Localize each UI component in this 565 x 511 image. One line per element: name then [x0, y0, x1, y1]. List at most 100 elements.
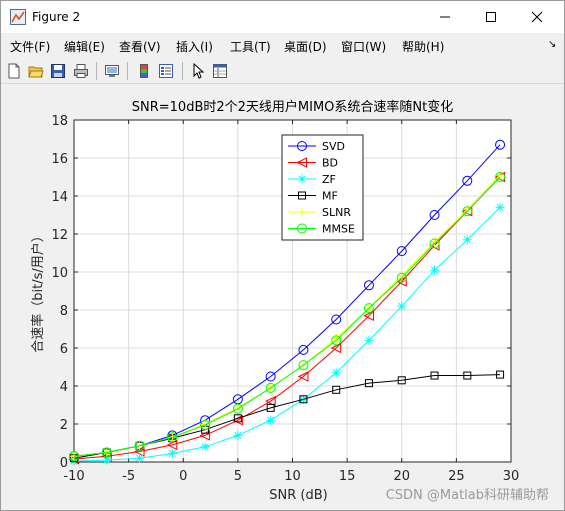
- legend-marker: [296, 157, 307, 168]
- data-point-mmse: [200, 419, 211, 430]
- legend-label: SLNR: [322, 206, 351, 219]
- data-point-svd: [363, 280, 374, 291]
- data-point-zf: [462, 235, 472, 245]
- data-point-svd: [331, 314, 342, 325]
- data-point-svd: [265, 371, 276, 382]
- minimize-icon: [440, 16, 450, 18]
- legend-label: MF: [322, 190, 338, 203]
- close-button[interactable]: [514, 1, 560, 33]
- menu-window[interactable]: 窗口(W): [341, 40, 387, 54]
- new-figure-button[interactable]: [4, 61, 24, 81]
- legend-marker: [297, 174, 307, 184]
- data-point-mf: [430, 371, 439, 380]
- x-tick-label: 30: [503, 469, 520, 484]
- data-point-svd: [396, 246, 407, 257]
- y-tick-label: 16: [51, 152, 68, 167]
- maximize-icon: [486, 12, 496, 22]
- insert-colorbar-button[interactable]: [134, 61, 154, 81]
- data-point-zf: [233, 430, 243, 440]
- y-tick-label: 14: [51, 190, 68, 205]
- menu-view[interactable]: 查看(V): [119, 40, 161, 54]
- legend-label: SVD: [322, 140, 345, 153]
- toolbar-separator: [127, 62, 128, 80]
- pointer-icon: [193, 63, 205, 79]
- link-plot-button[interactable]: [102, 61, 122, 81]
- legend-marker: [298, 191, 306, 200]
- y-tick-label: 2: [60, 418, 68, 433]
- data-point-mf: [266, 403, 275, 412]
- menu-tools[interactable]: 工具(T): [230, 40, 271, 54]
- save-button[interactable]: [48, 61, 68, 81]
- open-file-button[interactable]: [26, 61, 46, 81]
- legend-marker: [297, 207, 307, 217]
- y-tick-label: 10: [51, 266, 68, 281]
- x-tick-label: -10: [63, 469, 84, 484]
- chart[interactable]: -10 -5 0 5 10 15 20 25 30 0 2 4 6 8 10 12 14 16 18 SNR=10dB…: [1, 85, 564, 510]
- legend-label: ZF: [322, 173, 336, 186]
- data-point-mmse: [69, 451, 79, 462]
- data-point-svd: [298, 344, 309, 355]
- x-tick-label: 15: [339, 469, 356, 484]
- legend-box: [281, 134, 364, 241]
- watermark: CSDN @Matlab科研辅助帮: [386, 488, 549, 503]
- x-tick-label: 5: [234, 469, 242, 484]
- data-point-zf: [200, 442, 210, 452]
- data-point-zf: [167, 448, 177, 458]
- menu-edit[interactable]: 编辑(E): [64, 40, 105, 54]
- data-point-zf: [364, 335, 374, 345]
- data-point-mmse: [363, 303, 374, 314]
- data-point-mf: [332, 385, 341, 394]
- toolbar-separator: [182, 62, 183, 80]
- window-title: Figure 2: [32, 10, 81, 24]
- series-line-zf: [73, 207, 501, 462]
- data-point-mmse: [331, 335, 342, 346]
- x-tick-label: -5: [122, 469, 135, 484]
- data-point-svd: [495, 139, 506, 150]
- data-point-mf: [397, 376, 406, 385]
- property-inspector-button[interactable]: [210, 61, 230, 81]
- x-tick-label: 20: [393, 469, 410, 484]
- pointer-button[interactable]: [188, 61, 208, 81]
- data-point-mf: [299, 395, 308, 404]
- insert-colorbar-icon: [140, 64, 148, 78]
- data-point-zf: [102, 455, 112, 465]
- legend-marker: [297, 223, 307, 234]
- save-icon: [51, 64, 65, 78]
- insert-legend-button[interactable]: [156, 61, 176, 81]
- insert-legend-icon: [159, 64, 173, 78]
- minimize-button[interactable]: [422, 1, 468, 33]
- open-file-icon: [28, 66, 44, 78]
- menu-help[interactable]: 帮助(H): [402, 40, 445, 54]
- data-point-bd: [297, 371, 309, 382]
- data-point-mf: [233, 414, 242, 423]
- matlab-figure-icon: [10, 9, 26, 25]
- data-point-zf: [135, 453, 145, 463]
- title-bar[interactable]: Figure 2: [1, 1, 564, 33]
- figure-canvas[interactable]: -10 -5 0 5 10 15 20 25 30 0 2 4 6 8 10 12 14 16 18 SNR=10dB…: [1, 85, 564, 510]
- x-axis-label: SNR (dB): [269, 488, 327, 503]
- link-plot-icon: [105, 65, 119, 77]
- data-point-mmse: [101, 447, 112, 458]
- legend-marker: [297, 141, 307, 151]
- y-tick-label: 0: [60, 456, 68, 471]
- y-tick-label: 8: [60, 304, 68, 319]
- y-tick-label: 12: [51, 228, 68, 243]
- menu-overflow-arrow[interactable]: ↘: [548, 39, 557, 50]
- y-tick-label: 6: [60, 342, 68, 357]
- data-point-bd: [265, 395, 276, 407]
- new-figure-icon: [8, 63, 20, 79]
- print-button[interactable]: [71, 61, 91, 81]
- maximize-button[interactable]: [468, 1, 514, 33]
- toolbar-separator: [96, 62, 97, 80]
- y-axis-label: 合速率（bit/s/用户）: [30, 229, 46, 353]
- chart-title: SNR=10dB时2个2天线用户MIMO系统合速率随Nt变化: [132, 99, 453, 115]
- data-point-mf: [463, 371, 472, 380]
- menu-file[interactable]: 文件(F): [10, 40, 51, 54]
- data-point-mmse: [265, 382, 276, 393]
- menu-insert[interactable]: 插入(I): [176, 40, 213, 54]
- data-point-mmse: [429, 238, 440, 249]
- data-point-bd: [330, 342, 342, 354]
- data-point-mmse: [232, 403, 243, 414]
- menu-desktop[interactable]: 桌面(D): [284, 40, 327, 54]
- data-point-mmse: [396, 272, 407, 283]
